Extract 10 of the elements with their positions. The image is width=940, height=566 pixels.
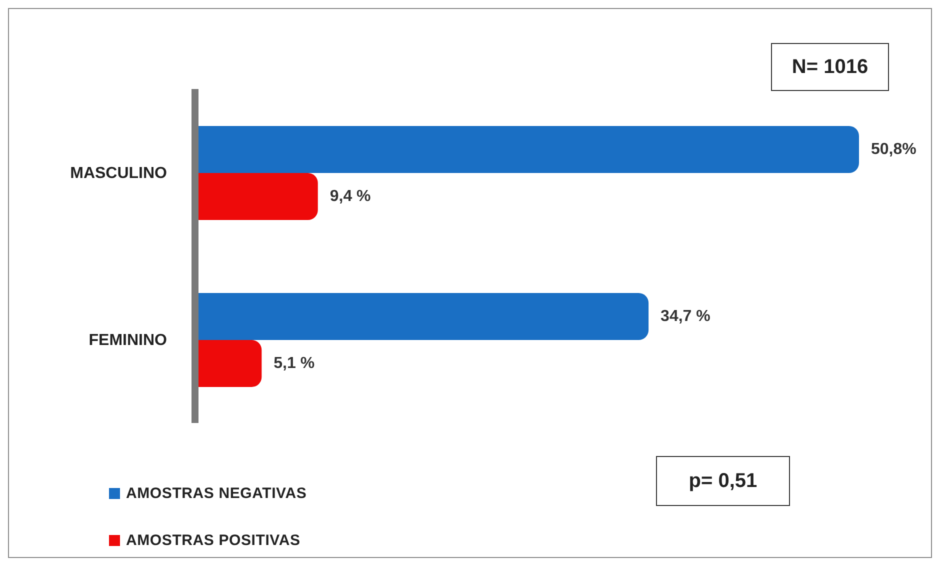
y-tick-label: FEMININO — [88, 332, 167, 350]
data-label: 50,8% — [871, 141, 916, 158]
data-label: 5,1 % — [274, 355, 315, 372]
y-tick-label: MASCULINO — [70, 165, 167, 182]
legend-label: AMOSTRAS POSITIVAS — [126, 532, 300, 549]
data-label: 34,7 % — [660, 308, 710, 325]
text: N= 1016 — [792, 56, 868, 78]
legend-label: AMOSTRAS NEGATIVAS — [126, 485, 307, 502]
text: p= 0,51 — [688, 470, 758, 492]
data-label: 9,4 % — [330, 188, 371, 205]
